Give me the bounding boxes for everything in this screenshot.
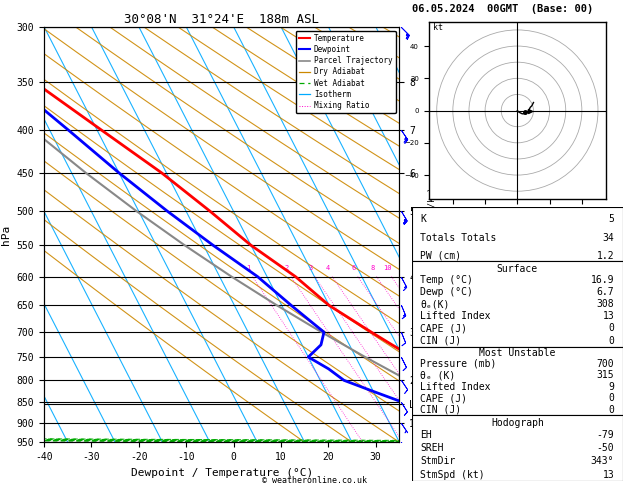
X-axis label: Dewpoint / Temperature (°C): Dewpoint / Temperature (°C) bbox=[131, 468, 313, 478]
Text: CAPE (J): CAPE (J) bbox=[420, 393, 467, 403]
Text: 9: 9 bbox=[608, 382, 615, 392]
Text: -50: -50 bbox=[597, 443, 615, 453]
Text: kt: kt bbox=[433, 23, 443, 32]
Text: 06.05.2024  00GMT  (Base: 00): 06.05.2024 00GMT (Base: 00) bbox=[412, 4, 593, 14]
Text: Hodograph: Hodograph bbox=[491, 418, 544, 428]
Text: CIN (J): CIN (J) bbox=[420, 335, 462, 346]
Text: Totals Totals: Totals Totals bbox=[420, 233, 497, 243]
Text: 34: 34 bbox=[603, 233, 615, 243]
Title: 30°08'N  31°24'E  188m ASL: 30°08'N 31°24'E 188m ASL bbox=[124, 13, 320, 26]
Text: StmDir: StmDir bbox=[420, 456, 455, 467]
Text: 6.7: 6.7 bbox=[597, 287, 615, 297]
Text: 1.2: 1.2 bbox=[597, 251, 615, 261]
Y-axis label: hPa: hPa bbox=[1, 225, 11, 244]
Text: 343°: 343° bbox=[591, 456, 615, 467]
Text: 2: 2 bbox=[285, 264, 289, 271]
Text: 0: 0 bbox=[608, 404, 615, 415]
Text: Temp (°C): Temp (°C) bbox=[420, 275, 473, 285]
Text: CIN (J): CIN (J) bbox=[420, 404, 462, 415]
Text: 13: 13 bbox=[603, 469, 615, 480]
Text: Surface: Surface bbox=[497, 264, 538, 274]
Text: SREH: SREH bbox=[420, 443, 444, 453]
Text: 10: 10 bbox=[383, 264, 391, 271]
Bar bbox=[412, 261, 623, 347]
Text: Lifted Index: Lifted Index bbox=[420, 311, 491, 321]
Text: 315: 315 bbox=[597, 370, 615, 380]
Text: StmSpd (kt): StmSpd (kt) bbox=[420, 469, 485, 480]
Text: 1: 1 bbox=[247, 264, 251, 271]
Text: 3: 3 bbox=[308, 264, 313, 271]
Text: Lifted Index: Lifted Index bbox=[420, 382, 491, 392]
Legend: Temperature, Dewpoint, Parcel Trajectory, Dry Adiabat, Wet Adiabat, Isotherm, Mi: Temperature, Dewpoint, Parcel Trajectory… bbox=[296, 31, 396, 113]
Text: θₑ (K): θₑ (K) bbox=[420, 370, 455, 380]
Text: 0: 0 bbox=[608, 335, 615, 346]
Text: 6: 6 bbox=[352, 264, 355, 271]
Text: 4: 4 bbox=[326, 264, 330, 271]
Text: 0: 0 bbox=[608, 323, 615, 333]
Bar bbox=[412, 347, 623, 415]
Text: 13: 13 bbox=[603, 311, 615, 321]
Text: 8: 8 bbox=[370, 264, 374, 271]
Text: Most Unstable: Most Unstable bbox=[479, 348, 555, 359]
Text: K: K bbox=[420, 214, 426, 225]
Text: Mixing Ratio (g/kg): Mixing Ratio (g/kg) bbox=[428, 187, 437, 282]
Bar bbox=[412, 207, 623, 261]
Text: © weatheronline.co.uk: © weatheronline.co.uk bbox=[262, 476, 367, 485]
Text: 700: 700 bbox=[597, 359, 615, 369]
Text: 0: 0 bbox=[608, 393, 615, 403]
Text: PW (cm): PW (cm) bbox=[420, 251, 462, 261]
Y-axis label: km
ASL: km ASL bbox=[432, 226, 454, 243]
Text: CAPE (J): CAPE (J) bbox=[420, 323, 467, 333]
Text: θₑ(K): θₑ(K) bbox=[420, 299, 450, 309]
Text: -79: -79 bbox=[597, 430, 615, 440]
Text: Pressure (mb): Pressure (mb) bbox=[420, 359, 497, 369]
Text: 5: 5 bbox=[608, 214, 615, 225]
Bar bbox=[412, 415, 623, 481]
Text: 308: 308 bbox=[597, 299, 615, 309]
Text: 16.9: 16.9 bbox=[591, 275, 615, 285]
Text: Dewp (°C): Dewp (°C) bbox=[420, 287, 473, 297]
Text: EH: EH bbox=[420, 430, 432, 440]
